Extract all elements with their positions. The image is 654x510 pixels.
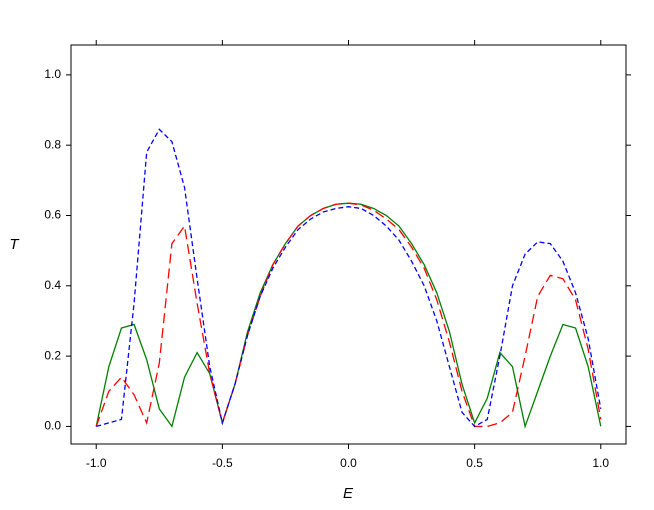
y-tick-label: 0.0 <box>44 419 61 433</box>
y-tick-label: 0.4 <box>44 278 61 292</box>
y-axis-label: T <box>9 236 20 253</box>
series-line <box>95 202 602 428</box>
y-tick-label: 1.0 <box>44 67 61 81</box>
x-tick-label: -0.5 <box>212 456 233 470</box>
y-tick-label: 0.2 <box>44 348 61 362</box>
x-tick-label: -1.0 <box>86 456 107 470</box>
x-axis-label: E <box>343 485 354 502</box>
y-tick-label: 0.6 <box>44 208 61 222</box>
series-line <box>96 128 602 428</box>
y-tick-label: 0.8 <box>44 137 61 151</box>
x-tick-label: 1.0 <box>592 456 609 470</box>
x-tick-label: 0.5 <box>466 456 483 470</box>
plot-frame <box>70 44 627 445</box>
series-line <box>95 202 602 429</box>
x-tick-label: 0.0 <box>340 456 357 470</box>
